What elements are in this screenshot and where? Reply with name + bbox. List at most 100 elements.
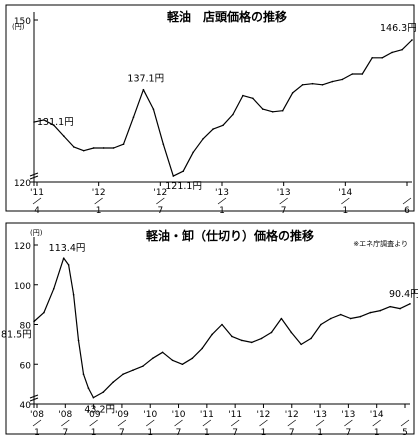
chart-frame [5,4,415,212]
x-tick-year-label: '10 [172,410,186,420]
x-tick-separator [259,419,268,427]
y-tick-label: 150 [14,17,31,27]
x-tick-separator [372,419,381,427]
data-label: 131.1円 [37,117,74,128]
x-tick-year-label: '12 [256,410,270,420]
data-point [270,331,273,334]
data-point [142,365,144,368]
data-point [132,116,135,118]
data-point [171,359,174,362]
x-tick-year-label: '14 [370,410,384,420]
data-point [281,109,284,112]
x-tick-month-label: 7 [62,428,68,438]
chart-frame [5,222,415,435]
data-point [102,147,105,149]
data-point [132,369,134,372]
data-point [102,391,105,393]
x-tick-separator [287,419,296,427]
x-tick-year-label: '13 [341,410,355,420]
chart-title: 軽油・卸（仕切り）価格の推移 [146,228,314,243]
x-tick-separator [341,197,350,205]
data-point [152,108,155,110]
data-point [300,343,302,346]
data-point [240,339,243,342]
data-point [231,335,233,338]
data-point [92,147,95,149]
data-point [72,146,75,148]
data-point [112,147,115,149]
x-tick-year-label: '12 [92,188,106,198]
data-point [72,293,75,296]
x-tick-month-label: 1 [342,206,348,216]
data-point [389,305,392,308]
data-label: 90.4円 [389,289,418,300]
data-point [62,257,65,259]
x-tick-month-label: 1 [147,428,153,438]
x-tick-month-label: 1 [261,428,267,438]
data-label: 146.3円 [380,23,417,34]
data-point [122,373,124,375]
x-tick-separator [400,419,410,427]
x-tick-year-label: '13 [277,188,291,198]
x-tick-month-label: 7 [157,206,163,216]
x-tick-month-label: 1 [219,206,225,216]
x-tick-month-label: 1 [204,428,210,438]
data-point [202,138,204,140]
series-line [33,39,413,177]
x-tick-month-label: 1 [91,428,97,438]
data-label: 81.5円 [1,330,32,341]
data-point [242,94,244,97]
data-point [192,151,194,154]
data-point [112,381,114,383]
data-point [232,113,234,116]
data-label: 113.4円 [49,243,86,254]
data-point [330,317,332,320]
data-point [379,309,382,312]
x-tick-month-label: 7 [232,428,238,438]
data-point [252,97,254,100]
x-tick-year-label: '11 [200,410,214,420]
data-point [409,303,411,305]
y-axis-unit: (円) [30,229,43,237]
data-point [359,315,362,318]
retail-price-chart: 軽油 店頭価格の推移 (円) 120 150 '11 4 '12 1 '12 7 '13 1 '13… [5,4,417,216]
data-point [77,339,80,342]
y-tick-label: 100 [14,282,31,292]
x-tick-year-label: '12 [285,410,299,420]
x-tick-month-label: 5 [402,428,408,438]
data-point [401,48,403,51]
data-point [52,287,55,290]
x-tick-separator [315,419,325,427]
y-tick-label: 40 [20,401,32,411]
data-point [261,108,264,110]
data-point [351,73,354,75]
x-tick-separator [32,419,42,427]
x-tick-separator [156,197,165,205]
data-point [222,124,224,127]
x-tick-separator [217,197,227,205]
data-point [271,111,274,113]
data-point [142,88,145,91]
data-point [92,396,95,399]
x-tick-year-label: '08 [58,410,72,420]
x-tick-separator [61,419,70,427]
data-point [301,84,304,86]
series-line [33,257,411,399]
axis-break-mark [29,172,39,180]
data-point [311,82,314,85]
data-label: 121.1円 [165,181,202,192]
data-point [67,264,70,266]
x-tick-month-label: 7 [289,428,295,438]
data-point [341,78,344,81]
y-tick-label: 120 [14,179,31,189]
x-tick-month-label: 7 [176,428,182,438]
y-tick-label: 120 [14,242,31,252]
data-point [250,341,253,344]
data-point [161,351,164,354]
x-tick-year-label: '13 [313,410,327,420]
x-tick-year-label: '13 [215,188,229,198]
data-point [181,363,184,366]
data-point [82,149,85,152]
data-point [87,387,90,389]
